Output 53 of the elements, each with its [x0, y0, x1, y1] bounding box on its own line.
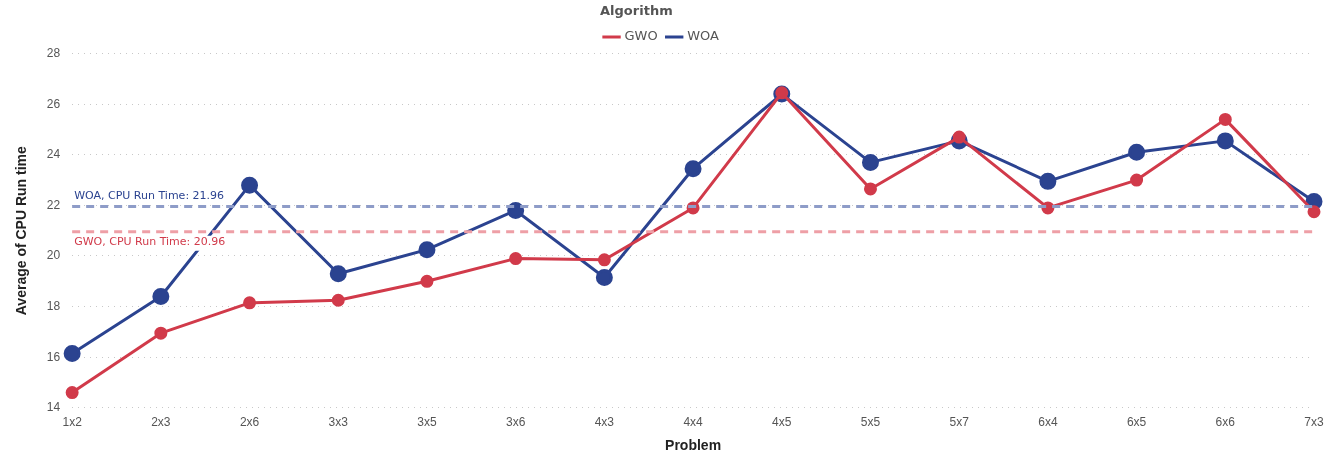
x-tick-label: 4x5: [772, 415, 792, 430]
point: [418, 241, 436, 259]
point: [65, 386, 79, 400]
x-tick-label: 3x5: [417, 415, 437, 430]
point: [861, 153, 879, 171]
y-axis-title: Average of CPU Run time: [13, 145, 30, 316]
point: [154, 326, 168, 340]
point: [331, 293, 345, 307]
x-tick-label: 7x3: [1304, 415, 1324, 430]
point: [597, 253, 611, 267]
legend-title: Algorithm: [600, 2, 673, 18]
legend-label: WOA: [687, 28, 720, 44]
x-tick-label: 2x6: [239, 415, 260, 430]
point: [863, 182, 877, 196]
point: [1307, 205, 1321, 219]
point: [63, 344, 81, 362]
x-tick-label: 3x3: [328, 415, 349, 430]
point: [1218, 112, 1232, 126]
y-tick-label: 18: [46, 298, 61, 313]
point: [1216, 132, 1234, 150]
x-tick-label: 5x7: [949, 415, 970, 430]
x-tick-label: 6x5: [1126, 415, 1147, 430]
point: [1128, 143, 1146, 161]
x-tick-label: 2x3: [151, 415, 171, 430]
legend-label: GWO: [624, 28, 658, 44]
x-axis-title: Problem: [665, 437, 722, 454]
point: [329, 265, 347, 283]
x-tick-label: 3x6: [505, 415, 526, 430]
ref-line-label: GWO, CPU Run Time: 20.96: [74, 235, 226, 249]
y-tick-label: 28: [46, 45, 61, 60]
x-tick-label: 6x6: [1215, 415, 1236, 430]
point: [420, 274, 434, 288]
y-tick-label: 14: [46, 400, 61, 415]
point: [952, 130, 966, 144]
point: [509, 252, 523, 266]
ref-line-label: WOA, CPU Run Time: 21.96: [74, 188, 225, 202]
y-tick-label: 22: [46, 197, 61, 212]
y-tick-label: 16: [46, 349, 61, 364]
point: [1039, 172, 1057, 190]
point: [152, 287, 170, 305]
point: [241, 176, 259, 194]
x-tick-label: 1x2: [62, 415, 83, 430]
point: [1130, 173, 1144, 187]
point: [684, 160, 702, 178]
x-tick-label: 4x4: [683, 415, 704, 430]
x-tick-label: 5x5: [860, 415, 881, 430]
point: [243, 296, 257, 310]
y-tick-label: 20: [46, 248, 61, 263]
point: [595, 269, 613, 287]
y-tick-label: 24: [46, 147, 61, 162]
x-tick-label: 6x4: [1038, 415, 1058, 430]
y-tick-label: 26: [46, 96, 61, 111]
x-tick-label: 4x3: [594, 415, 615, 430]
